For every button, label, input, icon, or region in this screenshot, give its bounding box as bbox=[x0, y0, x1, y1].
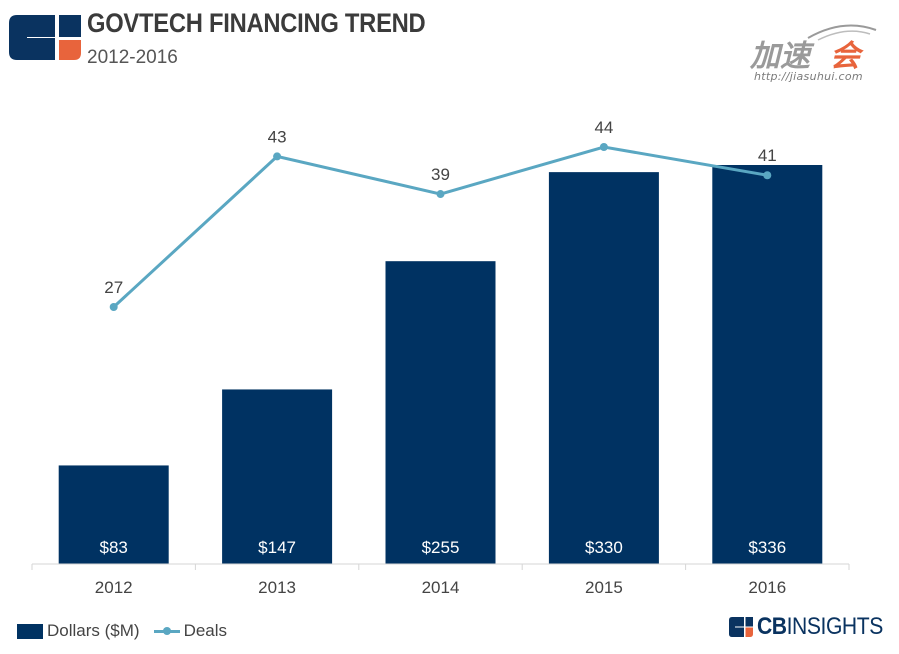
bar-2015 bbox=[548, 172, 659, 564]
bar-label-2015: $330 bbox=[585, 538, 623, 557]
bar-2014 bbox=[385, 261, 496, 564]
cb-insights-wordmark: CBINSIGHTS bbox=[757, 613, 883, 640]
legend-bar-swatch bbox=[17, 623, 43, 639]
cb-insights-small-logo-icon bbox=[729, 617, 753, 637]
deals-label-2012: 27 bbox=[104, 278, 123, 297]
deals-label-2013: 43 bbox=[268, 127, 287, 146]
deals-point-2015 bbox=[599, 143, 608, 151]
bar-label-2016: $336 bbox=[748, 538, 786, 557]
deals-point-2012 bbox=[109, 303, 118, 311]
cb-insights-logo-icon bbox=[9, 15, 81, 60]
bar-label-2013: $147 bbox=[258, 538, 296, 557]
financing-chart: $83 $147 $255 $330 $336 2012 2013 2014 2015 2016… bbox=[31, 118, 850, 597]
chart-legend: Dollars ($M) Deals bbox=[17, 619, 227, 643]
bar-2012 bbox=[58, 465, 169, 564]
watermark-logo-icon: 加速 会 bbox=[749, 24, 877, 74]
bar-label-2012: $83 bbox=[100, 538, 128, 557]
watermark-url: http://jiasuhui.com bbox=[754, 70, 863, 83]
deals-label-2015: 44 bbox=[594, 118, 613, 137]
svg-text:会: 会 bbox=[830, 39, 864, 72]
bar-label-2014: $255 bbox=[422, 538, 460, 557]
x-tick-2014: 2014 bbox=[422, 578, 460, 597]
bar-2013 bbox=[222, 389, 333, 564]
bar-2016 bbox=[712, 165, 823, 564]
svg-text:加速: 加速 bbox=[749, 39, 815, 72]
cb-insights-brand: CBINSIGHTS bbox=[729, 613, 899, 640]
deals-label-2016: 41 bbox=[758, 146, 777, 165]
x-tick-2012: 2012 bbox=[95, 578, 133, 597]
legend-line-swatch bbox=[153, 625, 180, 637]
watermark: 加速 会 http://jiasuhui.com bbox=[748, 20, 883, 85]
x-tick-2015: 2015 bbox=[585, 578, 623, 597]
deals-point-2013 bbox=[273, 152, 282, 161]
chart-title: GOVTECH FINANCING TREND bbox=[87, 8, 426, 38]
deals-point-2016 bbox=[763, 171, 772, 180]
legend-line-label: Deals bbox=[183, 621, 228, 640]
chart-subtitle: 2012-2016 bbox=[87, 47, 178, 68]
x-tick-2016: 2016 bbox=[748, 578, 786, 597]
legend-bar-label: Dollars ($M) bbox=[47, 621, 140, 640]
x-tick-2013: 2013 bbox=[258, 578, 296, 597]
deals-point-2014 bbox=[436, 190, 445, 199]
deals-label-2014: 39 bbox=[431, 165, 450, 184]
